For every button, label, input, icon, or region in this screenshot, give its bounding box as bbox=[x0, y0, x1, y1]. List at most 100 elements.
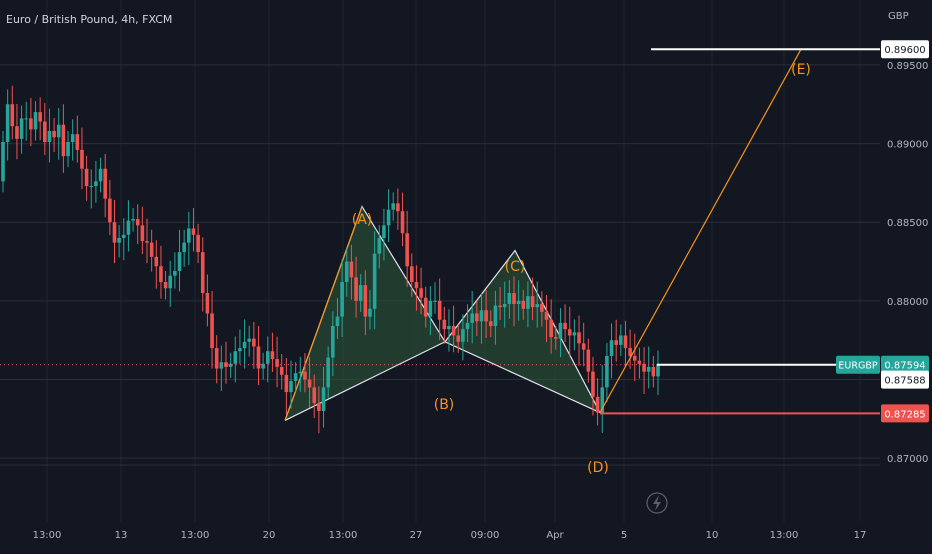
candle-body bbox=[303, 371, 307, 380]
candle-body bbox=[80, 149, 84, 169]
time-axis[interactable]: 13:00 13 13:00 20 13:00 27 09:00 Apr 5 10 13:00 17 bbox=[33, 530, 867, 541]
y-tick-label: 0.89000 bbox=[887, 140, 928, 151]
lightning-icon bbox=[646, 492, 668, 514]
harmonic-pattern bbox=[284, 205, 601, 421]
candle-body bbox=[409, 266, 414, 282]
candle-body bbox=[131, 219, 135, 221]
x-tick-label: 13:00 bbox=[329, 530, 358, 541]
candle-body bbox=[140, 225, 145, 242]
candle-body bbox=[544, 311, 549, 320]
candle-body bbox=[279, 366, 284, 375]
x-tick-label: 20 bbox=[263, 530, 276, 541]
candle-body bbox=[470, 313, 474, 323]
pattern-bd-line bbox=[444, 341, 601, 414]
overlay-lines: (A) (B) (C) (D) (E) bbox=[0, 48, 880, 476]
stop-price-label: 0.87285 bbox=[884, 409, 925, 420]
candle-body bbox=[465, 322, 470, 330]
y-tick-label: 0.89500 bbox=[887, 61, 928, 72]
candle-body bbox=[52, 130, 56, 138]
candle-body bbox=[321, 387, 326, 411]
candle-body bbox=[479, 310, 484, 322]
candle-body bbox=[642, 363, 646, 372]
stop-price-box bbox=[881, 404, 929, 423]
candle-body bbox=[391, 203, 396, 210]
candle-body bbox=[595, 396, 600, 413]
candle-body bbox=[289, 381, 293, 393]
pattern-label-c: (C) bbox=[505, 259, 526, 275]
candle-body bbox=[549, 319, 553, 338]
candle-body bbox=[275, 359, 279, 367]
pattern-xb-line bbox=[284, 341, 446, 421]
candle-body bbox=[637, 360, 642, 364]
pattern-fill-bcd bbox=[445, 250, 600, 413]
candle-body bbox=[24, 118, 29, 120]
candle-body bbox=[623, 335, 628, 349]
candle-body bbox=[56, 124, 61, 138]
icons bbox=[646, 492, 668, 514]
candle-body bbox=[619, 335, 623, 345]
candle-body bbox=[646, 366, 651, 372]
candle-body bbox=[173, 270, 177, 276]
candle-body bbox=[632, 355, 637, 361]
candle-body bbox=[135, 219, 140, 226]
candles bbox=[1, 85, 660, 434]
candle-body bbox=[614, 340, 618, 345]
candle-body bbox=[447, 326, 451, 330]
candle-body bbox=[284, 374, 289, 393]
candle-body bbox=[242, 341, 247, 349]
candle-body bbox=[428, 300, 433, 317]
candle-body bbox=[535, 304, 540, 308]
bid-price-box bbox=[881, 370, 929, 389]
candle-body bbox=[572, 332, 577, 336]
candle-body bbox=[38, 112, 42, 122]
candle-body bbox=[168, 275, 173, 289]
candle-body bbox=[591, 371, 595, 397]
grid-lines bbox=[0, 0, 880, 522]
current-price-label: 0.87594 bbox=[884, 361, 925, 372]
candle-body bbox=[419, 288, 423, 298]
candle-body bbox=[484, 310, 488, 322]
candle-body bbox=[182, 242, 186, 253]
candle-body bbox=[159, 266, 163, 282]
candle-body bbox=[586, 349, 591, 372]
candle-body bbox=[145, 241, 149, 243]
candle-body bbox=[651, 366, 656, 377]
candle-body bbox=[15, 126, 19, 139]
candle-body bbox=[423, 297, 428, 317]
candle-body bbox=[98, 168, 103, 182]
candle-body bbox=[256, 346, 261, 369]
candle-body bbox=[103, 168, 107, 199]
currency-label: GBP bbox=[888, 11, 909, 22]
current-price-box bbox=[881, 355, 929, 374]
candle-body bbox=[344, 261, 349, 282]
lightning-bolt bbox=[653, 495, 661, 511]
symbol-badge-label: EURGBP bbox=[838, 361, 877, 372]
candle-body bbox=[507, 293, 512, 305]
x-tick-label: 27 bbox=[410, 530, 423, 541]
x-tick-label: 13:00 bbox=[770, 530, 799, 541]
candle-body bbox=[29, 118, 33, 130]
candle-body bbox=[577, 332, 581, 344]
candle-body bbox=[368, 308, 372, 317]
x-tick-label: Apr bbox=[546, 530, 564, 541]
candle-body bbox=[400, 211, 405, 234]
candle-body bbox=[307, 379, 312, 388]
candle-body bbox=[414, 281, 419, 289]
candle-body bbox=[191, 228, 196, 235]
candle-body bbox=[298, 371, 303, 374]
candle-body bbox=[43, 121, 47, 143]
candle-body bbox=[530, 296, 535, 308]
x-tick-label: 09:00 bbox=[471, 530, 500, 541]
candle-body bbox=[112, 222, 117, 243]
candle-body bbox=[70, 134, 75, 143]
candle-body bbox=[563, 322, 567, 330]
pattern-label-d: (D) bbox=[587, 460, 609, 476]
candle-body bbox=[516, 300, 521, 305]
price-axis[interactable]: 0.895000.890000.885000.880000.875000.870… bbox=[836, 11, 929, 465]
candle-body bbox=[502, 304, 507, 308]
candle-body bbox=[121, 234, 126, 238]
candle-body bbox=[512, 293, 516, 305]
candle-body bbox=[335, 316, 340, 327]
